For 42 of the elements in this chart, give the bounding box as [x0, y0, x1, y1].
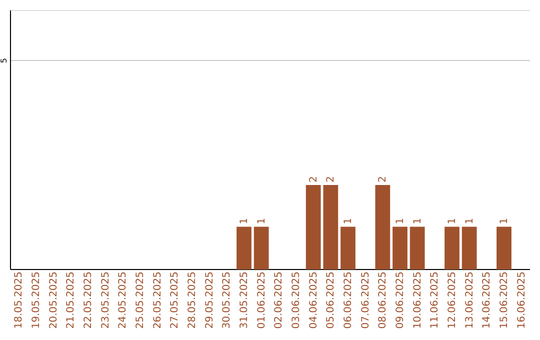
x-tick-label: 21.05.2025: [66, 272, 77, 329]
x-tick-label: 07.06.2025: [360, 272, 372, 329]
y-tick-label: 5: [0, 58, 8, 64]
x-tick-label: 27.05.2025: [170, 272, 181, 329]
x-tick-label: 10.06.2025: [412, 272, 424, 329]
data-label: 1: [464, 218, 476, 224]
x-tick-label: 09.06.2025: [395, 272, 406, 329]
x-tick-label: 01.06.2025: [256, 272, 268, 329]
x-tick-label: 03.06.2025: [291, 272, 302, 329]
x-tick-label: 08.06.2025: [378, 272, 389, 329]
x-tick-label: 13.06.2025: [464, 272, 476, 329]
x-tick-label: 02.06.2025: [274, 272, 285, 329]
x-tick-label: 15.06.2025: [499, 272, 510, 329]
data-label: 1: [343, 218, 354, 224]
data-label: 1: [256, 218, 268, 224]
x-tick-label: 28.05.2025: [187, 272, 198, 329]
x-tick-label: 06.06.2025: [343, 272, 354, 329]
x-tick-label: 05.06.2025: [326, 272, 337, 329]
data-label: 2: [378, 176, 389, 182]
x-tick-label: 11.06.2025: [430, 272, 441, 329]
x-tick-label: 31.05.2025: [239, 272, 250, 329]
x-tick-label: 19.05.2025: [31, 272, 42, 329]
data-label: 1: [412, 218, 424, 224]
x-tick-label: 29.05.2025: [204, 272, 216, 329]
x-tick-label: 26.05.2025: [152, 272, 164, 329]
x-tick-label: 23.05.2025: [100, 272, 112, 329]
data-label: 1: [239, 218, 250, 224]
x-tick-label: 12.06.2025: [447, 272, 458, 329]
x-tick-label: 20.05.2025: [48, 272, 60, 329]
x-tick-label: 04.06.2025: [308, 272, 320, 329]
x-tick-label: 22.05.2025: [83, 272, 94, 329]
x-tick-label: 25.05.2025: [135, 272, 146, 329]
x-tick-label: 30.05.2025: [222, 272, 233, 329]
x-tick-label: 18.05.2025: [14, 272, 25, 329]
x-tick-label: 24.05.2025: [118, 272, 129, 329]
data-label: 2: [326, 176, 337, 182]
data-label: 2: [308, 176, 320, 182]
x-tick-label: 14.06.2025: [482, 272, 493, 329]
data-label: 1: [395, 218, 406, 224]
data-label: 1: [447, 218, 458, 224]
x-tick-label: 16.06.2025: [516, 272, 528, 329]
data-label: 1: [499, 218, 510, 224]
